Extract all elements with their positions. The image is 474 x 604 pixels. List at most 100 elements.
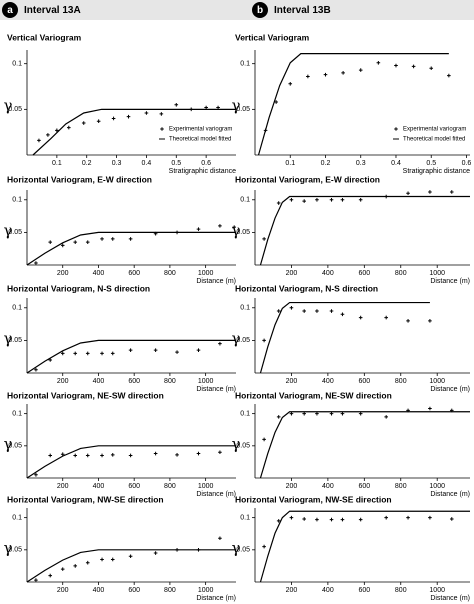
data-point (289, 197, 294, 202)
y-axis-label: γ (4, 330, 13, 348)
x-tick-label: 200 (286, 587, 298, 594)
x-tick-label: 0.3 (356, 160, 366, 167)
data-point (218, 450, 222, 455)
data-point (60, 243, 65, 248)
y-axis-label: γ (232, 330, 241, 348)
data-point (276, 415, 281, 419)
data-point (60, 567, 65, 571)
data-point (81, 121, 86, 125)
data-point (323, 72, 328, 77)
x-tick-label: 200 (57, 483, 69, 490)
x-tick-label: 1000 (429, 483, 445, 490)
data-point (196, 227, 201, 231)
x-tick-label: 0.3 (112, 160, 122, 167)
x-tick-label: 400 (93, 270, 105, 277)
data-point (48, 240, 53, 244)
x-axis-label: Distance (m) (196, 491, 236, 498)
legend-marker (394, 127, 398, 131)
x-tick-label: 0.5 (426, 160, 436, 167)
x-tick-label: 400 (322, 587, 334, 594)
data-point (340, 197, 345, 202)
x-tick-label: 0.2 (321, 160, 331, 167)
data-point (100, 453, 104, 458)
model-line (26, 231, 236, 266)
x-tick-label: 1000 (429, 587, 445, 594)
data-point (384, 415, 388, 419)
x-tick-label: 800 (395, 378, 407, 385)
data-point (340, 411, 345, 416)
data-point (376, 60, 381, 65)
panel-title: Horizontal Variogram, NW-SE direction (7, 494, 164, 504)
y-tick-label: 0.05 (8, 443, 22, 450)
x-axis-label: Distance (m) (196, 278, 236, 285)
data-point (329, 517, 334, 522)
y-tick-label: 0.1 (12, 197, 22, 204)
data-point (128, 453, 133, 458)
y-tick-label: 0.1 (240, 305, 250, 312)
data-point (196, 451, 201, 456)
data-point (218, 341, 222, 346)
data-point (358, 315, 363, 320)
panel-letter: b (257, 5, 263, 16)
x-tick-label: 1000 (198, 483, 214, 490)
panel-title: Horizontal Variogram, NE-SW direction (235, 390, 392, 400)
x-tick-label: 0.4 (142, 160, 152, 167)
panel-title: Horizontal Variogram, E-W direction (235, 174, 380, 184)
data-point (100, 237, 104, 241)
model-line (26, 549, 236, 583)
data-point (274, 100, 278, 104)
x-tick-label: 200 (286, 378, 298, 385)
y-tick-label: 0.05 (236, 229, 250, 236)
x-tick-label: 1000 (198, 587, 214, 594)
x-axis-label: Distance (m) (430, 491, 470, 498)
data-point (289, 515, 294, 520)
data-point (289, 411, 294, 416)
x-tick-label: 0.6 (201, 160, 211, 167)
data-point (73, 564, 78, 568)
data-point (289, 305, 294, 310)
data-point (218, 224, 222, 228)
data-point (302, 517, 306, 521)
data-point (329, 411, 334, 416)
y-axis-label: γ (232, 539, 241, 557)
panel-title: Vertical Variogram (7, 32, 82, 42)
data-point (302, 199, 306, 203)
data-point (204, 105, 208, 110)
x-tick-label: 200 (286, 270, 298, 277)
data-point (276, 201, 281, 205)
data-point (406, 515, 410, 520)
data-point (34, 261, 38, 265)
x-tick-label: 1000 (198, 270, 214, 277)
data-point (100, 557, 104, 562)
y-axis-label: γ (232, 222, 241, 240)
data-point (262, 437, 266, 442)
x-tick-label: 600 (358, 270, 370, 277)
x-tick-label: 400 (93, 587, 105, 594)
data-point (55, 128, 59, 133)
x-tick-label: 0.1 (52, 160, 62, 167)
x-tick-label: 200 (57, 587, 69, 594)
data-point (85, 560, 90, 565)
x-tick-label: 800 (164, 270, 176, 277)
x-tick-label: 0.4 (391, 160, 401, 167)
x-tick-label: 0.1 (285, 160, 295, 167)
header-bar (0, 0, 474, 20)
x-tick-label: 600 (128, 483, 140, 490)
data-point (196, 348, 201, 352)
data-point (288, 81, 293, 86)
data-point (100, 351, 104, 356)
data-point (262, 237, 266, 241)
y-axis-label: γ (4, 539, 13, 557)
y-tick-label: 0.05 (8, 106, 22, 113)
legend-label: Theoretical model fitted (169, 137, 231, 143)
data-point (174, 102, 179, 107)
y-tick-label: 0.05 (236, 547, 250, 554)
x-tick-label: 800 (164, 587, 176, 594)
panel-heading: Interval 13A (24, 5, 81, 16)
data-point (358, 68, 363, 72)
data-point (302, 411, 306, 416)
y-tick-label: 0.1 (12, 61, 22, 68)
data-point (37, 138, 41, 143)
y-tick-label: 0.05 (236, 106, 250, 113)
